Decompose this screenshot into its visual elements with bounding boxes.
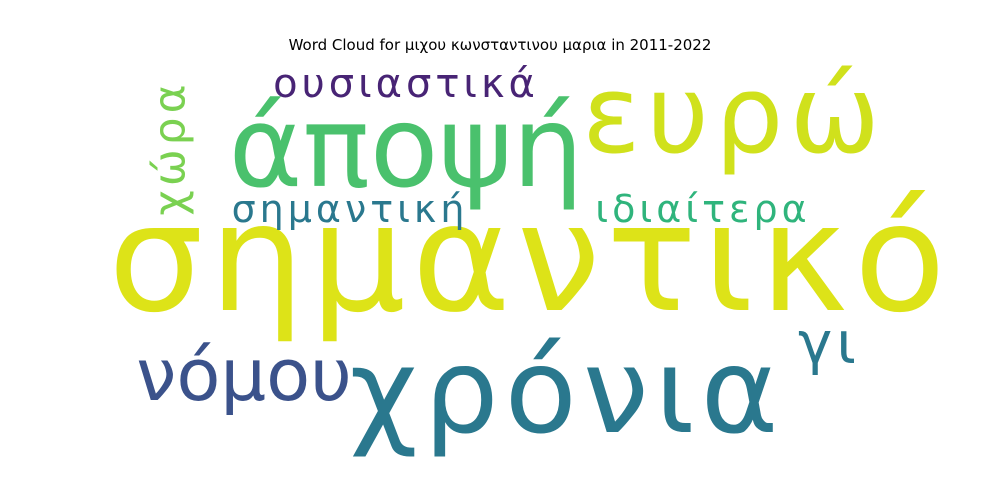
word-2: χρόνια — [350, 322, 785, 460]
word-6: ουσιαστικά — [273, 61, 539, 107]
word-7: σημαντική — [232, 187, 469, 231]
word-1: σημαντικό — [108, 172, 951, 346]
word-4: ευρώ — [582, 53, 886, 178]
word-10: γι — [798, 309, 860, 377]
word-5: νόμου — [136, 333, 352, 417]
word-9: χώρα — [145, 80, 196, 215]
word-8: ιδιαίτερα — [595, 187, 810, 231]
chart-title: Word Cloud for μιχου κωνσταντινου μαρια … — [288, 36, 712, 54]
word-3: άποψή — [229, 83, 584, 213]
